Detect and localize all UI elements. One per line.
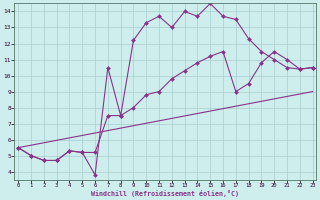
X-axis label: Windchill (Refroidissement éolien,°C): Windchill (Refroidissement éolien,°C) [92, 190, 239, 197]
